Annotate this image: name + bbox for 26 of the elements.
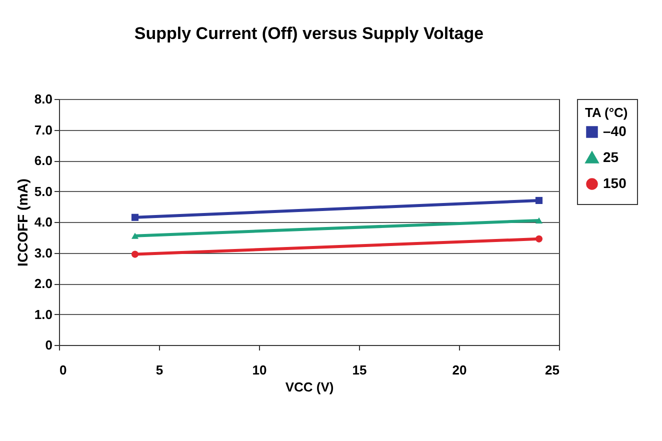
point — [535, 196, 543, 204]
point — [131, 250, 139, 258]
y-tick-label: 6.0 — [34, 153, 52, 168]
y-tick-label: 8.0 — [34, 92, 52, 106]
point — [535, 235, 543, 242]
x-tick-label: 5 — [156, 362, 164, 378]
y-tick-label: 3.0 — [34, 245, 52, 260]
x-tick-label: 25 — [545, 362, 560, 378]
point — [131, 214, 139, 221]
y-tick-label: 0 — [45, 338, 52, 352]
y-tick-label: 2.0 — [34, 276, 52, 291]
x-axis-title: VCC (V) — [285, 380, 334, 394]
x-tick-label: 10 — [252, 362, 267, 378]
legend-label: 25 — [603, 149, 619, 165]
legend-title: TA (°C) — [585, 105, 628, 120]
x-tick-label: 15 — [352, 362, 367, 378]
x-tick-label: 0 — [60, 362, 67, 378]
y-tick-label: 7.0 — [34, 122, 52, 138]
y-tick-label: 4.0 — [34, 214, 52, 230]
x-tick-label: 20 — [452, 362, 467, 378]
chart-title: Supply Current (Off) versus Supply Voltage — [134, 24, 484, 43]
y-axis-title: ICCOFF (mA) — [14, 178, 30, 266]
legend-label: 150 — [603, 175, 627, 191]
legend-label: –40 — [603, 123, 627, 139]
y-tick-label: 1.0 — [34, 306, 52, 322]
y-tick-label: 5.0 — [34, 184, 52, 199]
